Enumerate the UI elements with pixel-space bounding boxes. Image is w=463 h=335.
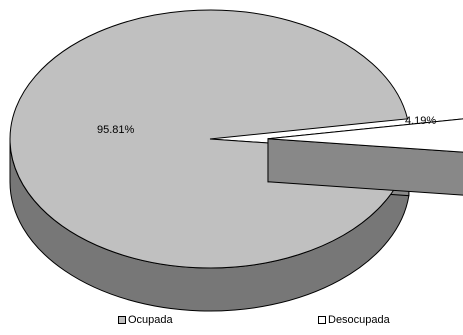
data-label-ocupada: 95.81% [97,124,135,136]
legend: Ocupada Desocupada [0,314,463,328]
legend-swatch-ocupada [118,316,126,324]
legend-label-desocupada: Desocupada [328,314,390,326]
slice-ocupada [9,9,410,269]
slice-desocupada [267,118,463,153]
data-label-desocupada: 4.19% [405,115,436,127]
legend-label-ocupada: Ocupada [128,314,173,326]
legend-swatch-desocupada [318,316,326,324]
legend-item-desocupada: Desocupada [318,314,390,326]
legend-item-ocupada: Ocupada [118,314,173,326]
